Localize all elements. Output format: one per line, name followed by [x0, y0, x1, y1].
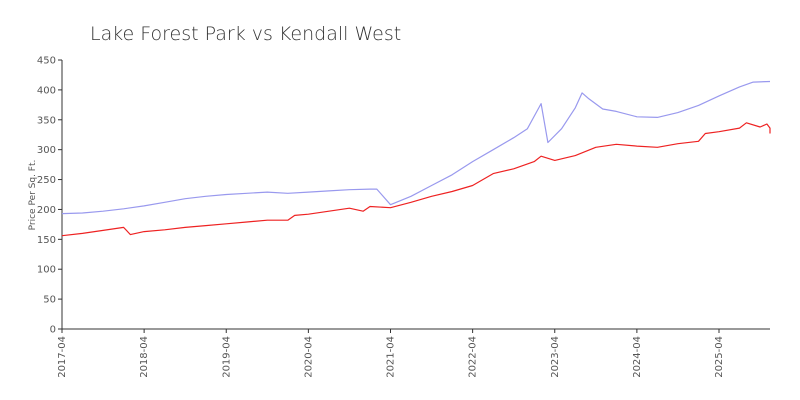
x-tick-label: 2024-04 — [632, 336, 643, 378]
series-group — [61, 80, 771, 237]
x-tick-label: 2018-04 — [139, 336, 150, 378]
x-tick-label: 2017-04 — [57, 336, 68, 378]
x-tick-label: 2019-04 — [221, 336, 232, 378]
y-axis-label: Price Per Sq. Ft. — [28, 160, 38, 231]
y-tick-label: 250 — [37, 175, 56, 186]
y-tick-label: 300 — [37, 145, 56, 156]
series-line-1 — [61, 80, 771, 215]
y-tick-label: 200 — [37, 205, 56, 216]
x-tick-label: 2023-04 — [550, 336, 561, 378]
x-tick-label: 2021-04 — [386, 336, 397, 378]
y-tick-label: 450 — [37, 56, 56, 67]
y-tick-label: 400 — [37, 85, 56, 96]
y-tick-label: 50 — [43, 295, 56, 306]
y-axis: 0 50 100 150 200 250 300 350 400 450 — [37, 56, 63, 336]
x-tick-label: 2025-04 — [714, 336, 725, 378]
chart-title: Lake Forest Park vs Kendall West — [90, 23, 401, 45]
y-tick-label: 0 — [50, 325, 56, 336]
x-axis: 2017-04 2018-04 2019-04 2020-04 2021-04 2022-… — [57, 328, 770, 378]
y-tick-label: 100 — [37, 265, 56, 276]
y-tick-label: 350 — [37, 115, 56, 126]
x-tick-label: 2022-04 — [468, 336, 479, 378]
x-tick-label: 2020-04 — [303, 336, 314, 378]
y-tick-label: 150 — [37, 235, 56, 246]
series-line-2 — [61, 122, 771, 237]
